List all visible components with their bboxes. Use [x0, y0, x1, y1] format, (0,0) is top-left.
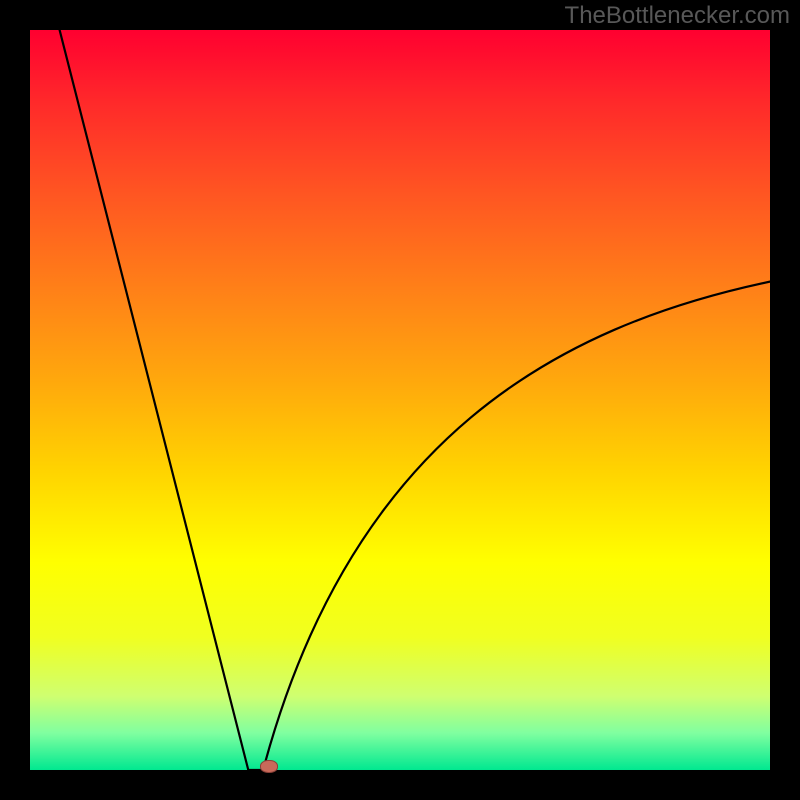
chart-container: TheBottlenecker.com: [0, 0, 800, 800]
optimal-point-marker: [260, 760, 278, 774]
watermark-label: TheBottlenecker.com: [565, 2, 790, 30]
bottleneck-curve: [30, 30, 770, 770]
